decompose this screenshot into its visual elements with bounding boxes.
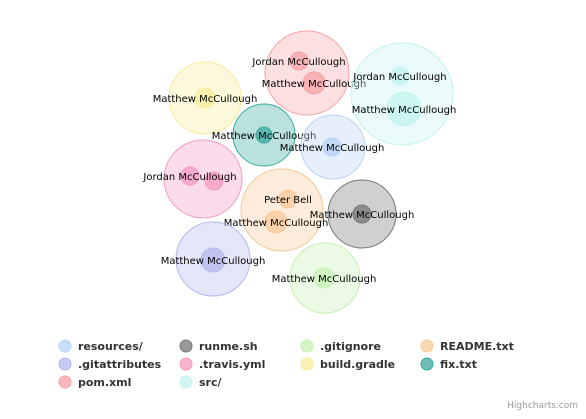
bubble-label: Matthew McCullough (212, 131, 317, 142)
legend-item[interactable]: .gitignore (300, 339, 381, 353)
parent-bubble[interactable] (163, 139, 243, 219)
bubble-label: Matthew McCullough (153, 94, 258, 105)
bubble-group--gitignore[interactable]: Matthew McCullough (272, 242, 377, 314)
bubble-label: Matthew McCullough (272, 274, 377, 285)
legend-label: runme.sh (199, 340, 258, 353)
legend-item[interactable]: src/ (179, 375, 222, 389)
bubble-group-src-[interactable]: Jordan McCullough Matthew McCullough (350, 42, 457, 146)
child-bubble[interactable] (204, 171, 224, 191)
bubble-label: Peter Bell (264, 195, 312, 206)
parent-bubble[interactable] (264, 30, 350, 116)
child-bubble[interactable] (194, 87, 216, 109)
bubble-group-build-gradle[interactable]: Matthew McCullough (153, 61, 258, 135)
bubble-group-pom-xml[interactable]: Jordan McCullough Matthew McCullough (251, 30, 367, 116)
legend-label: build.gradle (320, 358, 395, 371)
legend-item[interactable]: .gitattributes (58, 357, 162, 371)
child-bubble[interactable] (278, 189, 298, 209)
legend-label: README.txt (440, 340, 514, 353)
child-bubble[interactable] (322, 137, 342, 157)
legend-label: src/ (199, 376, 222, 389)
bubble-group-readme-txt[interactable]: Peter Bell Matthew McCullough (224, 168, 329, 252)
legend-symbol (58, 339, 72, 353)
legend-symbol (420, 357, 434, 371)
legend-item[interactable]: resources/ (58, 339, 144, 353)
bubble-label: Jordan McCullough (352, 72, 446, 83)
legend-item[interactable]: README.txt (420, 339, 514, 353)
bubble-group--gitattributes[interactable]: Matthew McCullough (161, 221, 266, 297)
bubble-label: Matthew McCullough (262, 79, 367, 90)
legend-item[interactable]: build.gradle (300, 357, 395, 371)
legend-symbol (420, 339, 434, 353)
bubble-label: Matthew McCullough (280, 143, 385, 154)
child-bubble[interactable] (390, 66, 410, 86)
child-bubble[interactable] (289, 51, 309, 71)
child-bubble[interactable] (264, 210, 288, 234)
bubble-group-fix-txt[interactable]: Matthew McCullough (212, 103, 317, 167)
legend-label: .travis.yml (199, 358, 265, 371)
child-bubble[interactable] (255, 126, 273, 144)
legend-symbol (300, 339, 314, 353)
child-bubble[interactable] (386, 91, 422, 127)
child-bubble[interactable] (302, 71, 326, 95)
bubble-label: Matthew McCullough (310, 210, 415, 221)
bubble-group-resources-[interactable]: Matthew McCullough (280, 114, 385, 180)
legend-symbol (179, 357, 193, 371)
child-bubble[interactable] (352, 204, 372, 224)
legend: resources/ .gitattributes pom.xml runme.sh.… (58, 339, 514, 389)
legend-symbol (179, 375, 193, 389)
child-bubble[interactable] (313, 267, 335, 289)
child-bubble[interactable] (200, 247, 226, 273)
legend-label: pom.xml (78, 376, 131, 389)
parent-bubble[interactable] (240, 168, 324, 252)
bubble-label: Jordan McCullough (251, 57, 345, 68)
bubble-label: Jordan McCullough (142, 172, 236, 183)
child-bubble[interactable] (180, 166, 200, 186)
legend-label: fix.txt (440, 358, 477, 371)
legend-symbol (58, 357, 72, 371)
legend-symbol (58, 375, 72, 389)
bubble-group--travis-yml[interactable]: Jordan McCullough (142, 139, 243, 219)
legend-label: .gitattributes (78, 358, 162, 371)
bubble-label: Matthew McCullough (352, 105, 457, 116)
legend-symbol (179, 339, 193, 353)
legend-label: resources/ (78, 340, 144, 353)
legend-item[interactable]: .travis.yml (179, 357, 265, 371)
bubble-label: Matthew McCullough (224, 218, 329, 229)
legend-symbol (300, 357, 314, 371)
bubble-label: Matthew McCullough (161, 256, 266, 267)
credits-link[interactable]: Highcharts.com (507, 401, 578, 411)
legend-label: .gitignore (320, 340, 381, 353)
legend-item[interactable]: runme.sh (179, 339, 258, 353)
bubble-group-runme-sh[interactable]: Matthew McCullough (310, 179, 415, 249)
legend-item[interactable]: fix.txt (420, 357, 477, 371)
legend-item[interactable]: pom.xml (58, 375, 131, 389)
